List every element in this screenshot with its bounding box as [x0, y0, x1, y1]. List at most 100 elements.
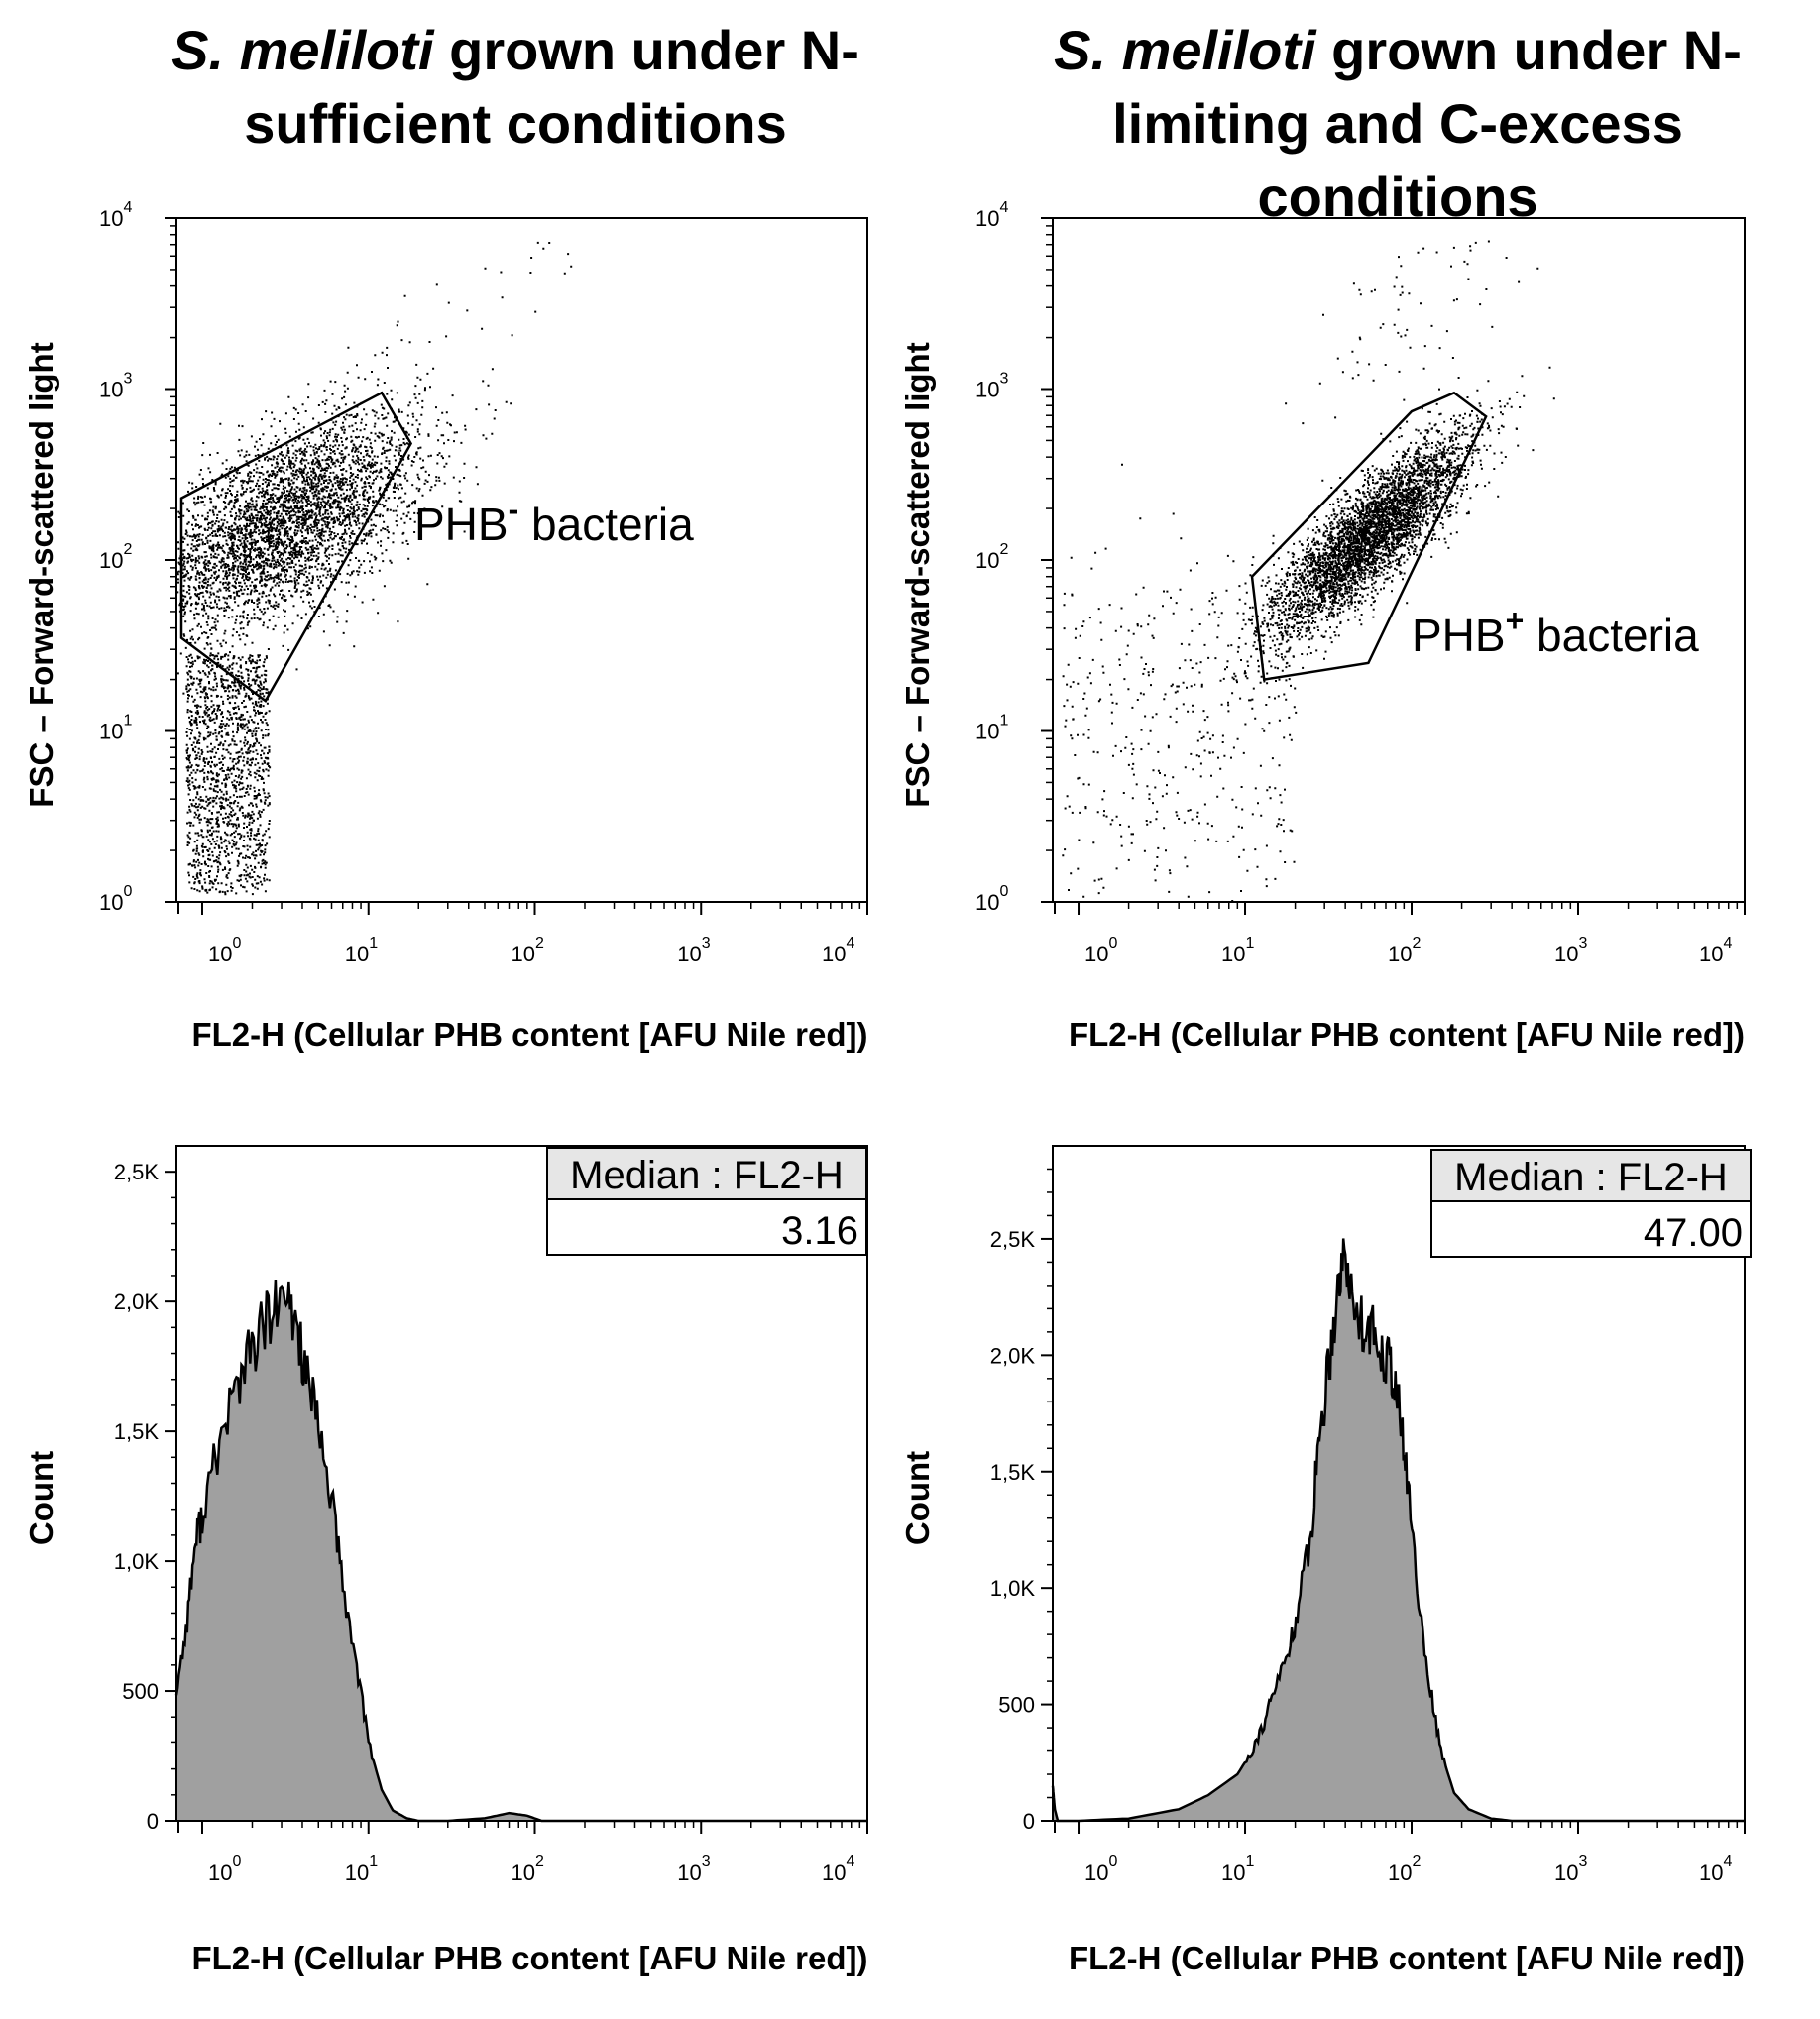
- title-right: S. meliloti grown under N-limiting and C…: [971, 14, 1820, 234]
- tl-y-tick-exp: 4: [123, 199, 132, 216]
- bl-y-tick-label: 0: [147, 1809, 159, 1834]
- tr-x-tick-label: 103: [1554, 935, 1587, 966]
- tl-y-tick-base: 10: [99, 548, 123, 573]
- tl-x-tick-base: 10: [511, 942, 534, 966]
- bl-x-tick-base: 10: [822, 1860, 846, 1885]
- tr-points: [1062, 240, 1555, 902]
- tl-x-tick-base: 10: [208, 942, 232, 966]
- bl-y-axis-title: Count: [23, 1451, 59, 1545]
- br-y-tick-label: 500: [998, 1693, 1035, 1718]
- tr-x-tick-label: 101: [1221, 935, 1254, 966]
- tl-y-tick-base: 10: [99, 720, 123, 744]
- br-y-tick-label: 0: [1023, 1809, 1035, 1834]
- tr-x-tick-exp: 2: [1412, 935, 1421, 952]
- tl-y-tick-exp: 0: [123, 883, 132, 900]
- br-stats-value-box: [1430, 1200, 1752, 1258]
- tr-gate-label-rest: bacteria: [1524, 610, 1699, 661]
- bl-x-tick-exp: 4: [846, 1853, 854, 1870]
- bl-x-tick-label: 104: [822, 1853, 854, 1885]
- tr-y-tick-label: 104: [975, 199, 1008, 231]
- tl-x-tick-label: 101: [345, 935, 378, 966]
- br-x-tick-exp: 3: [1578, 1853, 1587, 1870]
- br-x-tick-label: 100: [1084, 1853, 1117, 1885]
- tr-x-tick-base: 10: [1554, 942, 1578, 966]
- tr-x-tick-label: 104: [1699, 935, 1732, 966]
- br-y-tick-label: 1,0K: [990, 1576, 1036, 1601]
- bl-x-tick-label: 102: [511, 1853, 543, 1885]
- tr-y-tick-label: 101: [975, 713, 1008, 744]
- tl-x-tick-label: 103: [677, 935, 710, 966]
- tr-y-tick-label: 100: [975, 883, 1008, 915]
- br-stats-header: Median : FL2-H: [1454, 1156, 1728, 1199]
- tr-y-tick-base: 10: [975, 378, 999, 402]
- tr-x-tick-label: 100: [1084, 935, 1117, 966]
- bl-x-tick-base: 10: [511, 1860, 534, 1885]
- tr-y-axis-title: FSC – Forward-scattered light: [899, 342, 936, 807]
- tl-x-tick-base: 10: [345, 942, 369, 966]
- tr-y-tick-base: 10: [975, 890, 999, 915]
- bl-x-tick-base: 10: [208, 1860, 232, 1885]
- tl-x-tick-exp: 2: [535, 935, 544, 952]
- bl-x-tick-label: 101: [345, 1853, 378, 1885]
- br-stats-value: 47.00: [1644, 1211, 1743, 1255]
- tl-gate-label-sup: -: [509, 492, 519, 527]
- tl-y-axis-title: FSC – Forward-scattered light: [23, 342, 59, 807]
- tr-y-tick-exp: 3: [999, 371, 1008, 388]
- tr-x-tick-exp: 1: [1246, 935, 1255, 952]
- tl-x-tick-label: 104: [822, 935, 854, 966]
- bl-y-tick-label: 1,5K: [114, 1419, 160, 1444]
- bl-y-tick-label: 2,0K: [114, 1290, 160, 1314]
- br-x-axis-title: FL2-H (Cellular PHB content [AFU Nile re…: [1069, 1940, 1745, 1976]
- br-x-tick-label: 101: [1221, 1853, 1254, 1885]
- bl-stats-value: 3.16: [781, 1209, 858, 1253]
- tr-y-tick-label: 103: [975, 371, 1008, 402]
- tr-y-tick-label: 102: [975, 541, 1008, 573]
- tl-y-tick-base: 10: [99, 890, 123, 915]
- tl-x-tick-exp: 1: [369, 935, 378, 952]
- tl-gate-polygon: [179, 391, 413, 703]
- tl-y-tick-exp: 3: [123, 371, 132, 388]
- title-right-rest: grown under N-limiting and C-excess cond…: [1112, 19, 1742, 228]
- tr-y-tick-base: 10: [975, 548, 999, 573]
- tl-y-tick-label: 104: [99, 199, 132, 231]
- tl-gate-label-main: PHB: [414, 499, 509, 550]
- tr-x-tick-label: 102: [1388, 935, 1421, 966]
- bl-x-tick-exp: 3: [702, 1853, 711, 1870]
- tl-y-tick-label: 101: [99, 713, 132, 744]
- tl-y-tick-label: 100: [99, 883, 132, 915]
- tr-gate-label-sup: +: [1506, 603, 1525, 638]
- tl-x-tick-label: 102: [511, 935, 543, 966]
- bl-histogram-outline: [174, 1279, 867, 1823]
- tl-x-tick-exp: 4: [846, 935, 854, 952]
- tr-y-tick-exp: 4: [999, 199, 1008, 216]
- tr-y-tick-exp: 2: [999, 541, 1008, 558]
- br-x-tick-exp: 4: [1723, 1853, 1732, 1870]
- tl-x-tick-label: 100: [208, 935, 241, 966]
- bl-x-tick-base: 10: [677, 1860, 701, 1885]
- bl-x-tick-label: 100: [208, 1853, 241, 1885]
- br-x-tick-base: 10: [1221, 1860, 1245, 1885]
- br-x-tick-base: 10: [1084, 1860, 1108, 1885]
- tl-points: [176, 241, 573, 896]
- tr-y-tick-exp: 1: [999, 713, 1008, 729]
- histogram-n-sufficient: 0 500 1,0K 1,5K 2,0K 2,5K Count Median : FL2-H 3…: [23, 1145, 868, 1976]
- br-x-tick-label: 104: [1699, 1853, 1732, 1885]
- tr-gate-polygon: [1250, 391, 1488, 682]
- bl-x-tick-exp: 2: [535, 1853, 544, 1870]
- tr-x-tick-base: 10: [1221, 942, 1245, 966]
- br-y-tick-label: 1,5K: [990, 1460, 1036, 1485]
- tr-x-tick-exp: 0: [1109, 935, 1118, 952]
- bl-x-tick-exp: 1: [369, 1853, 378, 1870]
- tl-x-axis-title: FL2-H (Cellular PHB content [AFU Nile re…: [191, 1016, 867, 1053]
- tl-y-tick-base: 10: [99, 378, 123, 402]
- tr-y-tick-exp: 0: [999, 883, 1008, 900]
- bl-x-tick-label: 103: [677, 1853, 710, 1885]
- bl-x-tick-exp: 0: [232, 1853, 241, 1870]
- br-y-axis-title: Count: [899, 1451, 936, 1545]
- tl-gate-label-rest: bacteria: [518, 499, 694, 550]
- title-left-rest: grown under N-sufficient conditions: [244, 19, 859, 155]
- bl-y-tick-label: 2,5K: [114, 1160, 160, 1184]
- bl-stats-value-box: [546, 1198, 867, 1256]
- br-plot-frame: [1052, 1145, 1746, 1822]
- bl-x-tick-base: 10: [345, 1860, 369, 1885]
